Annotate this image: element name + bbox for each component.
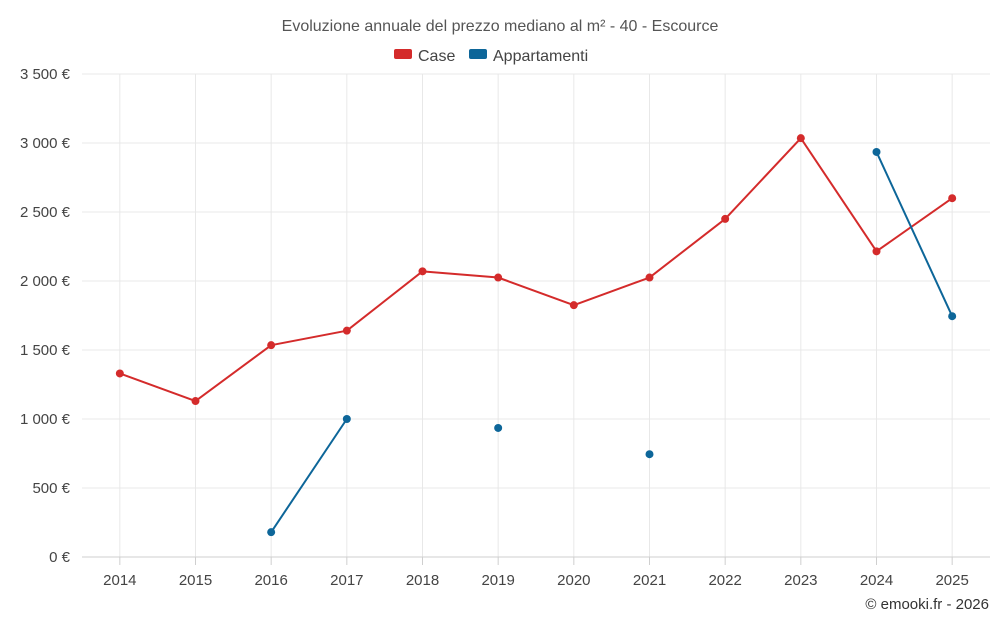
- series-line-case: [875, 197, 954, 253]
- data-point-appartamenti-2021[interactable]: [645, 450, 654, 459]
- series-line-appartamenti: [270, 418, 348, 534]
- data-point-appartamenti-2025[interactable]: [948, 312, 957, 321]
- series-line-case: [572, 276, 651, 307]
- series-line-case: [799, 137, 878, 253]
- data-point-case-2023[interactable]: [796, 134, 805, 143]
- data-point-case-2024[interactable]: [872, 247, 881, 256]
- x-tick-label: 2025: [935, 572, 968, 589]
- x-tick-label: 2018: [406, 572, 439, 589]
- data-point-case-2016[interactable]: [267, 341, 276, 350]
- series-case: [115, 134, 957, 406]
- data-point-case-2015[interactable]: [191, 397, 200, 406]
- y-tick-label: 1 500 €: [20, 342, 71, 359]
- series-line-case: [270, 329, 348, 347]
- x-tick-label: 2017: [330, 572, 363, 589]
- series-line-case: [194, 344, 273, 403]
- data-point-case-2017[interactable]: [342, 326, 351, 335]
- y-tick-label: 3 000 €: [20, 135, 71, 152]
- series-line-case: [648, 217, 727, 279]
- data-point-appartamenti-2017[interactable]: [342, 415, 351, 423]
- legend-swatch-case: [394, 49, 412, 59]
- legend-item-appartamenti[interactable]: Appartamenti: [469, 48, 588, 65]
- chart-title: Evoluzione annuale del prezzo mediano al…: [282, 18, 719, 35]
- legend: Case Appartamenti: [394, 48, 588, 65]
- y-tick-label: 3 500 €: [20, 66, 71, 83]
- series-line-case: [497, 276, 575, 307]
- data-point-case-2018[interactable]: [418, 267, 427, 276]
- series-line-case: [345, 270, 424, 332]
- legend-label-case: Case: [418, 48, 455, 65]
- y-axis-ticks: 0 € 500 € 1 000 € 1 500 € 2 000 € 2 500 € 3 00…: [20, 66, 71, 566]
- x-tick-label: 2024: [860, 572, 893, 589]
- x-tick-label: 2021: [633, 572, 666, 589]
- y-tick-label: 2 500 €: [20, 204, 71, 221]
- data-point-appartamenti-2016[interactable]: [267, 528, 276, 537]
- data-point-case-2025[interactable]: [948, 194, 957, 203]
- series-line-case: [421, 270, 500, 279]
- x-tick-label: 2019: [481, 572, 514, 589]
- legend-item-case[interactable]: Case: [394, 48, 455, 65]
- data-point-case-2014[interactable]: [115, 369, 124, 378]
- series-line-case: [118, 372, 197, 403]
- data-point-case-2022[interactable]: [721, 214, 730, 223]
- data-point-appartamenti-2024[interactable]: [872, 147, 881, 156]
- x-tick-label: 2020: [557, 572, 590, 589]
- legend-swatch-appartamenti: [469, 49, 487, 59]
- data-point-appartamenti-2019[interactable]: [494, 423, 503, 432]
- data-point-case-2019[interactable]: [494, 273, 503, 282]
- y-tick-label: 2 000 €: [20, 273, 71, 290]
- series-appartamenti: [267, 147, 957, 537]
- grid: [82, 73, 990, 557]
- x-tick-label: 2014: [103, 572, 136, 589]
- axes: [82, 556, 990, 565]
- x-tick-label: 2022: [708, 572, 741, 589]
- y-tick-label: 500 €: [32, 480, 70, 497]
- x-axis-ticks: 2014 2015 2016 2017 2018 2019 2020 2021 2022 2023…: [103, 572, 969, 589]
- series-line-appartamenti: [875, 150, 954, 318]
- legend-label-appartamenti: Appartamenti: [493, 48, 588, 65]
- credit-text: © emooki.fr - 2026: [865, 596, 989, 613]
- y-tick-label: 0 €: [49, 549, 71, 566]
- data-point-case-2021[interactable]: [645, 273, 654, 282]
- series-line-case: [724, 137, 802, 220]
- series: [115, 134, 957, 537]
- data-point-case-2020[interactable]: [569, 301, 578, 310]
- x-tick-label: 2016: [254, 572, 287, 589]
- x-tick-label: 2023: [784, 572, 817, 589]
- x-tick-label: 2015: [179, 572, 212, 589]
- y-tick-label: 1 000 €: [20, 411, 71, 428]
